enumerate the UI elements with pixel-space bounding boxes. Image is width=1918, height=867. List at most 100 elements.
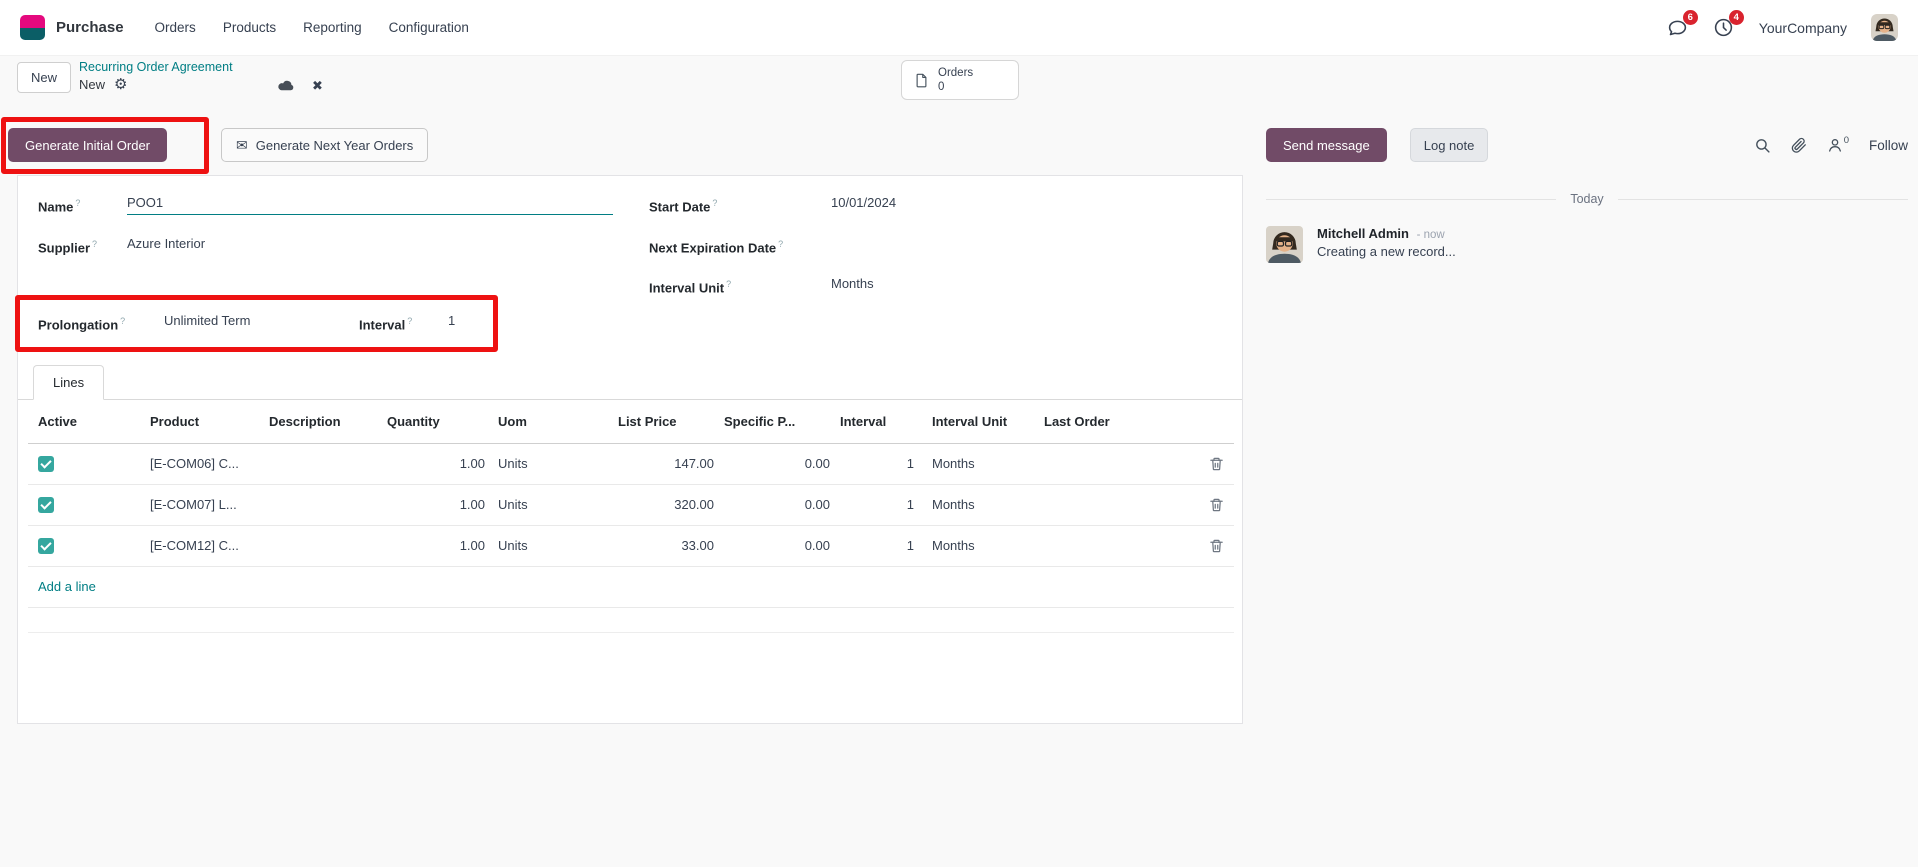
trash-icon[interactable] bbox=[1209, 538, 1224, 554]
follow-button[interactable]: Follow bbox=[1868, 137, 1908, 153]
cell-description[interactable] bbox=[269, 525, 387, 567]
interval-unit-help-icon[interactable]: ? bbox=[726, 279, 732, 289]
next-expiration-help-icon[interactable]: ? bbox=[778, 239, 784, 249]
cell-specific-price[interactable]: 0.00 bbox=[724, 525, 840, 567]
empty-cell bbox=[28, 607, 1234, 633]
chatter-topbar: Send message Log note 0 Follow bbox=[1266, 128, 1908, 162]
notebook-tabbar: Lines bbox=[18, 365, 1242, 400]
cell-quantity[interactable]: 1.00 bbox=[387, 525, 487, 567]
add-a-line-link[interactable]: Add a line bbox=[38, 579, 96, 594]
cell-specific-price[interactable]: 0.00 bbox=[724, 443, 840, 485]
col-header-last-order: Last Order bbox=[1044, 400, 1198, 444]
save-cloud-icon[interactable] bbox=[276, 79, 295, 92]
message-author[interactable]: Mitchell Admin bbox=[1317, 226, 1409, 241]
interval-help-icon[interactable]: ? bbox=[407, 316, 413, 326]
new-record-button[interactable]: New bbox=[17, 62, 71, 93]
activities-button[interactable]: 4 bbox=[1713, 9, 1744, 39]
cell-interval-unit[interactable]: Months bbox=[924, 525, 1044, 567]
tab-lines[interactable]: Lines bbox=[33, 365, 105, 400]
col-header-delete bbox=[1198, 400, 1234, 444]
col-header-description: Description bbox=[269, 400, 387, 444]
cell-list-price[interactable]: 147.00 bbox=[618, 443, 724, 485]
cell-product[interactable]: [E-COM07] L... bbox=[150, 484, 269, 526]
discard-icon[interactable]: ✖ bbox=[312, 78, 323, 93]
generate-initial-order-button[interactable]: Generate Initial Order bbox=[8, 128, 168, 162]
col-header-uom: Uom bbox=[487, 400, 618, 444]
start-date-field[interactable]: 10/01/2024 bbox=[831, 195, 897, 210]
menu-orders[interactable]: Orders bbox=[154, 20, 196, 35]
menu-configuration[interactable]: Configuration bbox=[388, 20, 469, 35]
person-icon bbox=[1828, 139, 1841, 152]
stat-button-label: Orders bbox=[938, 67, 974, 79]
cell-quantity[interactable]: 1.00 bbox=[387, 484, 487, 526]
attachments-button[interactable] bbox=[1791, 137, 1807, 154]
message-avatar[interactable] bbox=[1266, 226, 1303, 263]
cell-last-order[interactable] bbox=[1044, 484, 1198, 526]
active-checkbox[interactable] bbox=[38, 455, 54, 472]
menu-products[interactable]: Products bbox=[222, 20, 277, 35]
nav-right: 6 4 YourCompany bbox=[1667, 9, 1898, 41]
app-name[interactable]: Purchase bbox=[56, 19, 124, 36]
cell-interval-unit[interactable]: Months bbox=[924, 484, 1044, 526]
breadcrumb-current: New bbox=[79, 77, 106, 92]
cell-interval-unit[interactable]: Months bbox=[924, 443, 1044, 485]
col-header-interval: Interval bbox=[840, 400, 924, 444]
messages-button[interactable]: 6 bbox=[1667, 9, 1698, 39]
purchase-app-icon[interactable] bbox=[20, 15, 45, 40]
cell-product[interactable]: [E-COM06] C... bbox=[150, 443, 269, 485]
cell-quantity[interactable]: 1.00 bbox=[387, 443, 487, 485]
followers-button[interactable]: 0 bbox=[1827, 134, 1849, 153]
cell-last-order[interactable] bbox=[1044, 443, 1198, 485]
cell-active bbox=[28, 525, 150, 567]
interval-unit-field[interactable]: Months bbox=[831, 276, 874, 291]
followers-count: 0 bbox=[1843, 134, 1849, 146]
gear-icon[interactable]: ⚙ bbox=[114, 76, 128, 93]
cell-interval[interactable]: 1 bbox=[840, 484, 924, 526]
today-divider: Today bbox=[1266, 192, 1909, 206]
envelope-icon: ✉ bbox=[236, 137, 248, 153]
cell-interval[interactable]: 1 bbox=[840, 525, 924, 567]
cell-uom[interactable]: Units bbox=[487, 443, 618, 485]
active-checkbox[interactable] bbox=[38, 496, 54, 513]
start-date-help-icon[interactable]: ? bbox=[712, 198, 718, 208]
prolongation-field[interactable]: Unlimited Term bbox=[164, 313, 251, 328]
form-sheet: Name? POO1 Supplier? Azure Interior Star… bbox=[17, 175, 1243, 724]
name-input[interactable]: POO1 bbox=[127, 192, 613, 215]
cell-interval[interactable]: 1 bbox=[840, 443, 924, 485]
cell-uom[interactable]: Units bbox=[487, 484, 618, 526]
menu-reporting[interactable]: Reporting bbox=[303, 20, 362, 35]
cell-list-price[interactable]: 33.00 bbox=[618, 525, 724, 567]
trash-icon[interactable] bbox=[1209, 497, 1224, 513]
cell-specific-price[interactable]: 0.00 bbox=[724, 484, 840, 526]
chatter-tools: 0 Follow bbox=[1754, 134, 1908, 154]
main-menu: Orders Products Reporting Configuration bbox=[155, 20, 469, 35]
top-navbar: Purchase Orders Products Reporting Confi… bbox=[0, 0, 1918, 56]
cell-description[interactable] bbox=[269, 484, 387, 526]
cell-description[interactable] bbox=[269, 443, 387, 485]
cell-uom[interactable]: Units bbox=[487, 525, 618, 567]
log-note-button[interactable]: Log note bbox=[1409, 128, 1489, 162]
search-messages-button[interactable] bbox=[1754, 137, 1771, 154]
prolongation-label: Prolongation? bbox=[38, 316, 126, 333]
active-checkbox[interactable] bbox=[38, 537, 54, 554]
message-time: - now bbox=[1416, 229, 1445, 241]
interval-field[interactable]: 1 bbox=[448, 313, 456, 328]
name-help-icon[interactable]: ? bbox=[75, 198, 81, 208]
breadcrumb: Recurring Order Agreement New ⚙ bbox=[79, 60, 233, 92]
company-switcher[interactable]: YourCompany bbox=[1758, 19, 1847, 36]
cell-list-price[interactable]: 320.00 bbox=[618, 484, 724, 526]
generate-next-year-orders-button[interactable]: ✉ Generate Next Year Orders bbox=[221, 128, 429, 162]
trash-icon[interactable] bbox=[1209, 456, 1224, 472]
cell-product[interactable]: [E-COM12] C... bbox=[150, 525, 269, 567]
orders-stat-button[interactable]: Orders 0 bbox=[901, 60, 1019, 100]
supplier-field[interactable]: Azure Interior bbox=[127, 236, 206, 251]
send-message-button[interactable]: Send message bbox=[1266, 128, 1387, 162]
user-avatar[interactable] bbox=[1871, 14, 1898, 41]
app-icon-top bbox=[20, 15, 45, 28]
cell-last-order[interactable] bbox=[1044, 525, 1198, 567]
clock-icon bbox=[1715, 18, 1733, 37]
prolongation-help-icon[interactable]: ? bbox=[120, 316, 126, 326]
breadcrumb-parent-link[interactable]: Recurring Order Agreement bbox=[79, 60, 233, 74]
start-date-label: Start Date? bbox=[649, 198, 718, 215]
supplier-help-icon[interactable]: ? bbox=[92, 239, 98, 249]
